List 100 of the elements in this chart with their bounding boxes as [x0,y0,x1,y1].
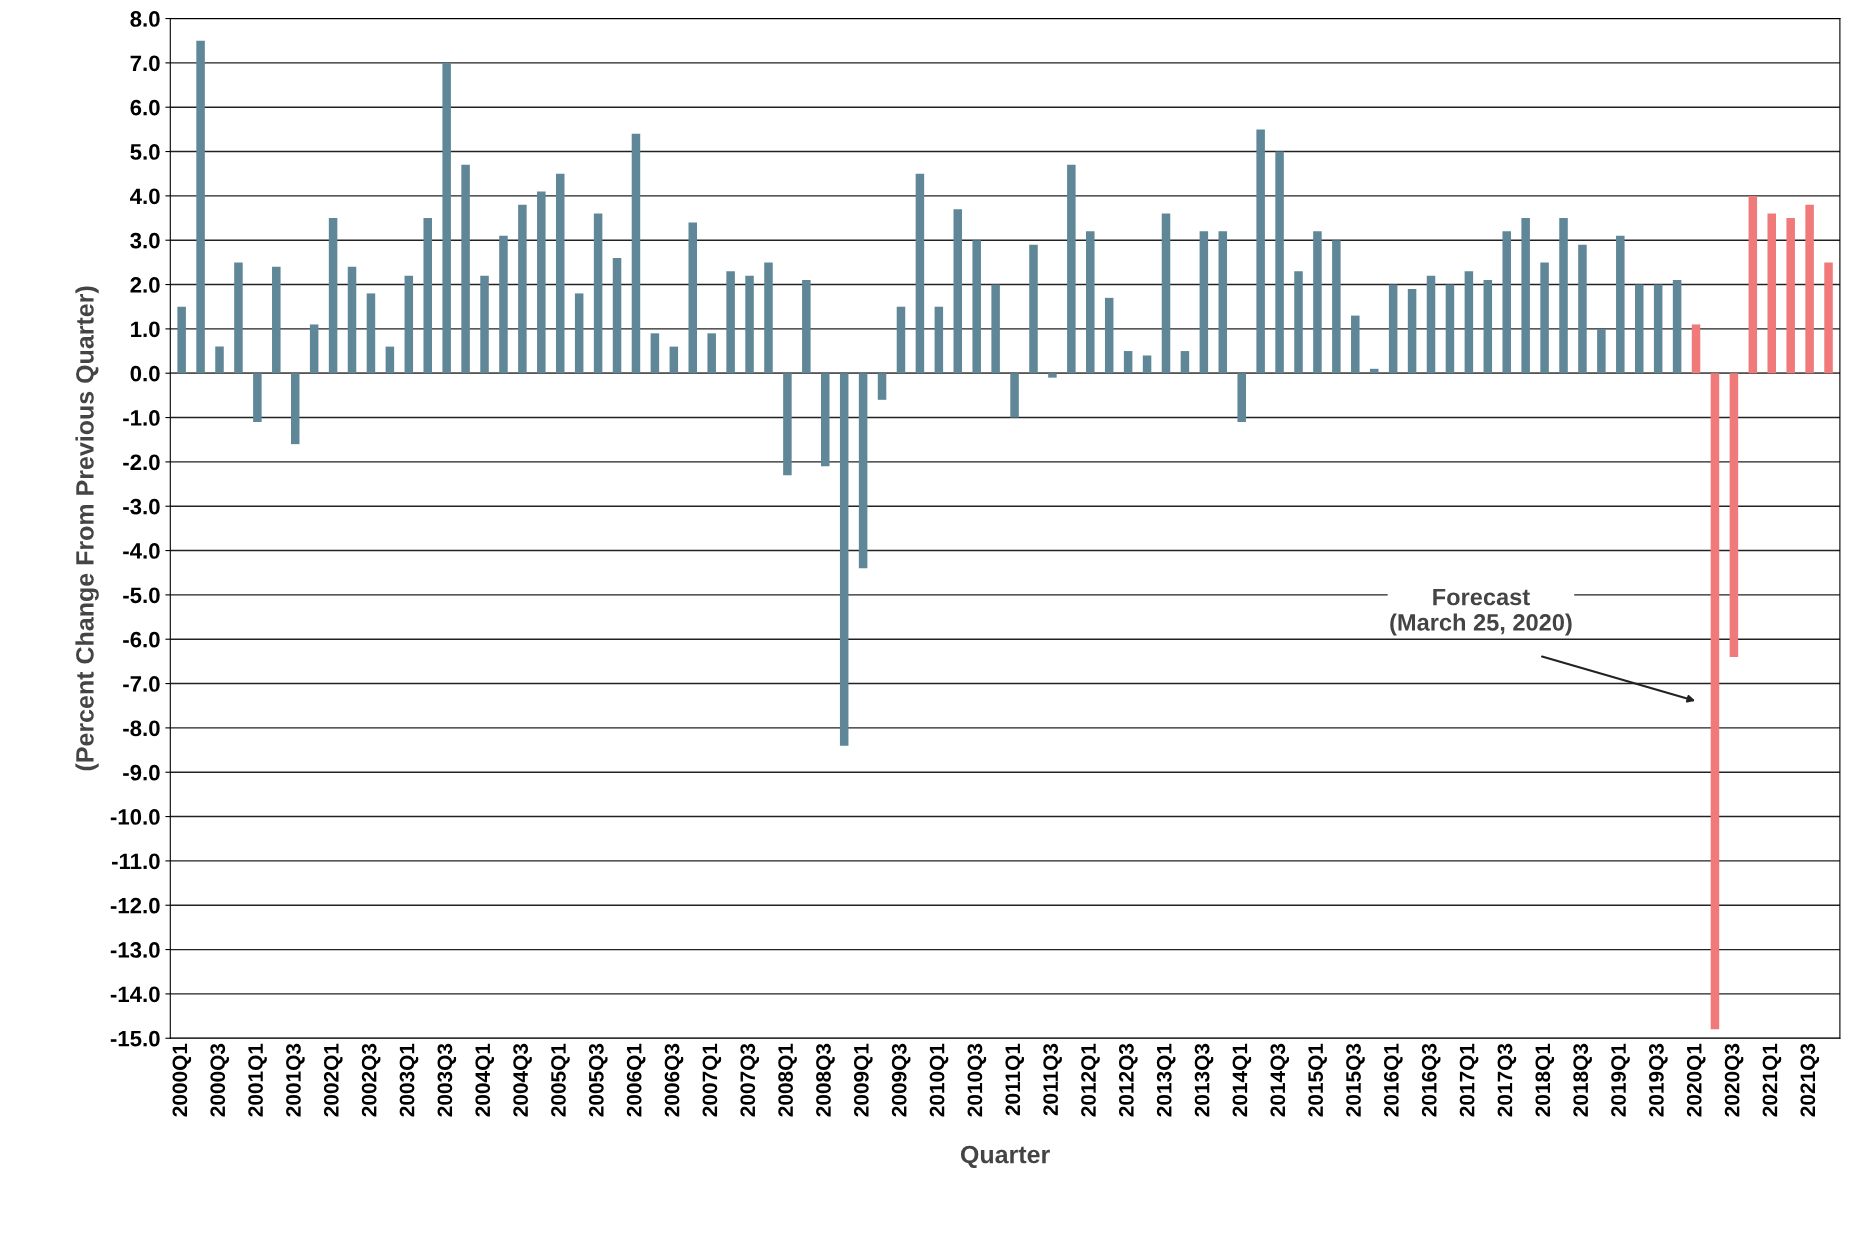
bar [1086,231,1095,374]
bar [1464,271,1474,374]
y-tick-label: 6.0 [130,99,160,116]
y-tick-label: -10.0 [110,809,160,825]
x-tick-label: 2000Q1 [172,1043,192,1117]
bar [783,373,792,476]
bar [1048,373,1057,378]
y-tick-label: -2.0 [123,454,160,471]
bar [1502,231,1511,374]
y-tick-label: -12.0 [110,897,160,914]
bar [896,306,906,374]
x-tick-label: 2011Q1 [1005,1043,1025,1116]
y-tick-label: 3.0 [130,232,160,249]
bar [1634,284,1644,374]
x-tick-label: 2009Q1 [853,1043,873,1117]
y-tick-label: 5.0 [130,144,160,160]
bar [234,262,243,374]
bar [272,266,281,374]
bar [1388,284,1398,374]
bar [1483,280,1493,374]
bar [707,333,716,374]
bar [802,280,811,374]
y-tick-label: 7.0 [130,55,160,72]
bar [1123,351,1133,374]
bar [1691,324,1701,374]
bar [1010,373,1019,418]
bar [555,173,565,374]
x-tick-label: 2008Q1 [778,1043,797,1117]
y-tick-label: -14.0 [110,986,160,1003]
x-tick-label: 2014Q1 [1232,1043,1252,1117]
y-tick-label: 8.0 [130,11,160,27]
x-tick-label: 2011Q3 [1043,1043,1062,1116]
bar [934,306,944,374]
bar [631,133,641,374]
bar [1313,231,1322,374]
y-tick-label: -5.0 [123,587,160,604]
bar [1256,129,1265,374]
bar [1029,244,1038,374]
x-tick-label: 2015Q1 [1308,1043,1327,1117]
bar [309,324,319,374]
x-tick-label: 2016Q1 [1383,1043,1403,1117]
bar [688,222,698,374]
x-tick-label: 2005Q3 [588,1043,608,1117]
bar [1748,195,1758,374]
y-tick-label: -6.0 [123,631,160,648]
x-tick-label: 2021Q3 [1800,1043,1820,1117]
bar [404,275,414,374]
bar [1578,244,1587,374]
bar [1805,204,1814,374]
bar [1142,355,1152,374]
bar [1237,373,1246,422]
annotation: Forecast (March 25, 2020) [1390,588,1572,636]
x-tick-label: 2013Q3 [1194,1043,1214,1117]
bar [1767,213,1777,374]
bar [574,293,584,374]
bar [1616,235,1625,374]
x-tick-label: 2009Q3 [891,1043,911,1117]
x-tick-label: 2006Q1 [626,1043,646,1117]
x-tick-label: 2004Q1 [475,1043,495,1117]
bar [1332,240,1341,374]
bar [726,271,735,374]
x-tick-label: 2012Q3 [1118,1043,1138,1117]
bar [858,373,868,569]
bar [1710,373,1720,1030]
x-tick-label: 2007Q1 [702,1043,722,1117]
bar [1351,315,1360,374]
x-tick-label: 2013Q1 [1156,1043,1176,1117]
y-tick-label: -15.0 [110,1030,160,1047]
x-tick-label: 2006Q3 [664,1043,684,1117]
x-tick-label: 2012Q1 [1081,1043,1100,1117]
bar [877,373,887,400]
bar [1786,218,1795,374]
bar [991,284,1000,374]
x-tick-label: 2002Q1 [323,1043,343,1117]
bar [764,262,773,374]
x-tick-label: 2018Q1 [1535,1043,1555,1117]
bar [953,209,963,374]
bar [461,164,470,374]
bar [821,373,830,467]
x-tick-label: 2000Q3 [210,1043,229,1117]
bar [593,213,603,374]
bar [1426,275,1436,374]
x-tick-label: 2004Q3 [513,1043,532,1117]
bar [1067,164,1076,374]
bar [1540,262,1549,374]
bar [423,218,432,374]
bar [1180,351,1190,374]
x-tick-label: 2010Q3 [967,1043,987,1117]
bar [1559,218,1568,374]
bar [480,275,489,374]
y-tick-label: -7.0 [123,676,160,692]
bar [972,240,981,374]
x-tick-label: 2010Q1 [929,1043,949,1117]
x-tick-label: 2005Q1 [551,1043,570,1117]
bar [1824,262,1833,374]
x-tick-label: 2008Q3 [816,1043,835,1117]
x-tick-label: 2017Q3 [1497,1043,1517,1117]
bar [1199,231,1209,374]
bar [215,346,224,374]
bar [253,373,262,422]
